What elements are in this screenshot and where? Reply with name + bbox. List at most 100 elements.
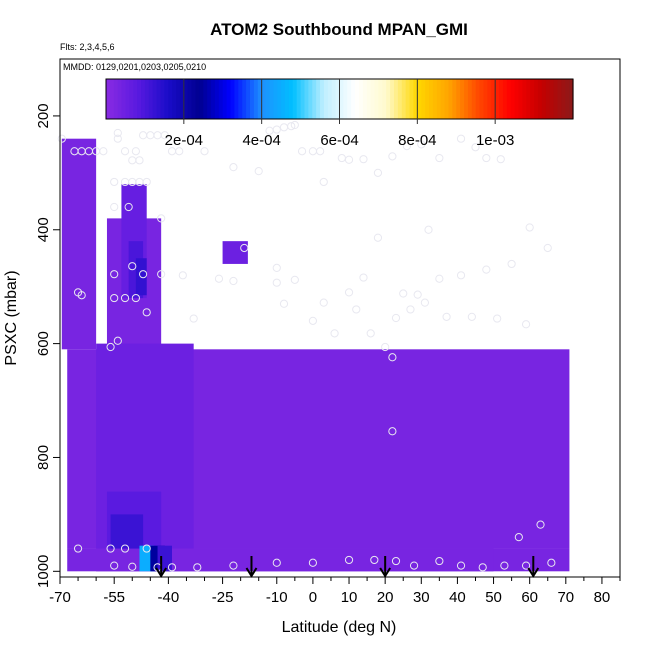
sample-point xyxy=(337,153,346,163)
colorbar-swatch xyxy=(316,79,321,119)
colorbar-swatch xyxy=(545,79,551,119)
colorbar-swatch xyxy=(141,79,146,119)
colorbar-swatch xyxy=(495,79,500,119)
sample-point xyxy=(138,270,148,279)
sample-point xyxy=(366,329,375,338)
x-tick-label: 70 xyxy=(557,589,574,606)
colorbar-swatch xyxy=(522,79,527,119)
sample-point xyxy=(272,125,281,134)
colorbar-swatch xyxy=(168,79,173,119)
colorbar-swatch xyxy=(374,79,380,119)
sample-point xyxy=(370,555,379,565)
colorbar-swatch xyxy=(106,79,111,119)
sample-point xyxy=(388,152,397,161)
colorbar-swatch xyxy=(203,79,208,119)
colorbar-swatch xyxy=(405,79,411,119)
colorbar-tick-label: 2e-04 xyxy=(165,132,203,149)
field-cell xyxy=(61,138,97,350)
sample-point xyxy=(406,305,415,314)
colorbar-swatch xyxy=(421,79,426,119)
sample-point xyxy=(287,122,296,131)
sample-point xyxy=(344,155,354,164)
plot-frame xyxy=(59,58,621,578)
sample-point xyxy=(113,336,122,345)
sample-point xyxy=(409,561,419,570)
sample-point xyxy=(128,562,137,571)
x-tick-label: 10 xyxy=(341,589,358,606)
dates-label: MMDD: 0129,0201,0203,0205,0210 xyxy=(63,62,206,72)
colorbar-swatch xyxy=(347,79,352,119)
sample-point xyxy=(391,556,401,566)
colorbar-swatch xyxy=(464,79,469,119)
colorbar-swatch xyxy=(432,79,438,119)
sample-point xyxy=(193,563,202,572)
colorbar-swatch xyxy=(234,79,239,119)
sample-point xyxy=(229,163,238,172)
colorbar-swatch xyxy=(510,79,516,119)
sample-point xyxy=(110,177,119,187)
colorbar-swatch xyxy=(312,79,317,119)
sample-point xyxy=(413,290,422,299)
colorbar-swatch xyxy=(125,79,130,119)
sample-point xyxy=(200,147,209,156)
y-tick-label: 400 xyxy=(35,217,52,242)
profile-arrow xyxy=(155,556,168,578)
colorbar-swatch xyxy=(362,79,368,119)
colorbar-swatch xyxy=(172,79,177,119)
sample-point xyxy=(106,544,115,553)
sample-point xyxy=(178,271,187,280)
sample-point xyxy=(373,233,383,242)
sample-point xyxy=(120,544,130,553)
sample-point xyxy=(240,243,249,253)
sample-point xyxy=(547,558,556,567)
sample-point xyxy=(536,520,545,529)
sample-point xyxy=(189,314,198,323)
colorbar-swatch xyxy=(199,79,204,119)
sample-point xyxy=(500,561,509,570)
y-axis-label: PSXC (mbar) xyxy=(3,270,20,365)
colorbar-swatch xyxy=(425,79,430,119)
sample-point xyxy=(514,533,523,542)
sample-point xyxy=(435,556,444,566)
sample-point xyxy=(521,561,531,570)
sample-point xyxy=(272,278,281,287)
sample-point xyxy=(214,274,224,283)
sample-point xyxy=(120,147,130,156)
sample-point xyxy=(456,561,466,570)
colorbar-swatch xyxy=(343,79,348,119)
colorbar-swatch xyxy=(370,79,376,119)
colorbar-swatch xyxy=(502,79,508,119)
sample-point xyxy=(110,202,119,212)
colorbar-swatch xyxy=(261,79,267,119)
colorbar-tick-label: 1e-03 xyxy=(476,132,514,149)
sample-point xyxy=(110,270,119,279)
colorbar-swatch xyxy=(269,79,274,119)
colorbar-swatch xyxy=(569,79,574,119)
colorbar-swatch xyxy=(331,79,337,119)
sample-point xyxy=(471,143,480,152)
colorbar-swatch xyxy=(448,79,453,119)
sample-point xyxy=(456,134,466,143)
colorbar-swatch xyxy=(121,79,127,119)
colorbar-tick-label: 8e-04 xyxy=(398,132,436,149)
y-tick-label: 600 xyxy=(35,331,52,356)
colorbar-swatch xyxy=(277,79,282,119)
colorbar-tick-label: 4e-04 xyxy=(242,132,280,149)
sample-point xyxy=(229,561,238,570)
colorbar-swatch xyxy=(152,79,158,119)
sample-point xyxy=(319,177,328,187)
colorbar-swatch xyxy=(475,79,481,119)
colorbar-swatch xyxy=(113,79,119,119)
colorbar-swatch xyxy=(366,79,372,119)
colorbar-swatch xyxy=(179,79,185,119)
sample-point xyxy=(279,123,289,132)
colorbar-swatch xyxy=(487,79,492,119)
colorbar-swatch xyxy=(429,79,434,119)
colorbar-swatch xyxy=(327,79,333,119)
colorbar-swatch xyxy=(176,79,181,119)
sample-point xyxy=(467,312,476,321)
y-tick-label: 800 xyxy=(35,445,52,470)
colorbar-swatch xyxy=(211,79,216,119)
profile-arrow xyxy=(527,556,540,578)
